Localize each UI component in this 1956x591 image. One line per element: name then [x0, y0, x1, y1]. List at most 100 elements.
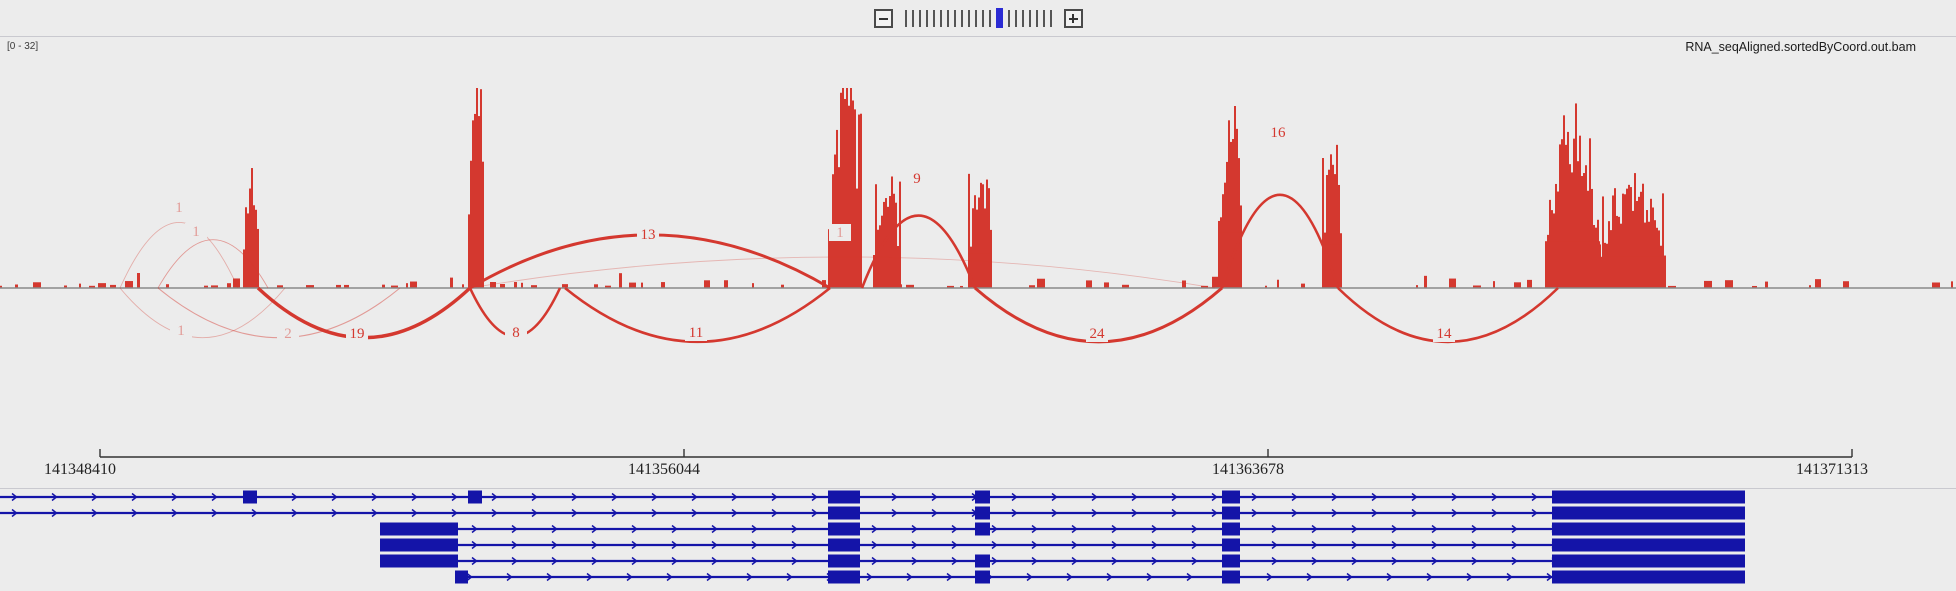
strand-arrow: [1371, 492, 1378, 502]
zoom-tick-0[interactable]: [904, 9, 907, 27]
exon-block[interactable]: [828, 554, 860, 568]
exon-block[interactable]: [1222, 506, 1240, 520]
exon-block[interactable]: [1552, 506, 1745, 520]
junction-arc[interactable]: [564, 286, 831, 344]
exon-block[interactable]: [380, 522, 458, 536]
exon-block[interactable]: [1552, 554, 1745, 568]
strand-arrow: [571, 492, 578, 502]
strand-arrow: [611, 508, 618, 518]
exon-block[interactable]: [975, 522, 990, 536]
exon-block[interactable]: [380, 538, 458, 552]
exon-block[interactable]: [1552, 522, 1745, 536]
zoom-tick-8[interactable]: [960, 9, 963, 27]
strand-arrow: [1386, 572, 1393, 582]
exon-block[interactable]: [1222, 554, 1240, 568]
zoom-tick-11[interactable]: [981, 9, 984, 27]
junction-label-backdrop: [277, 325, 299, 342]
exon-block[interactable]: [1552, 538, 1745, 552]
junction-arc[interactable]: [119, 287, 286, 339]
exon-block[interactable]: [1222, 570, 1240, 584]
exon-block[interactable]: [1222, 538, 1240, 552]
zoom-tick-4[interactable]: [932, 9, 935, 27]
exon-block[interactable]: [975, 570, 990, 584]
plus-icon[interactable]: [1063, 8, 1083, 28]
coverage-bar: [605, 285, 611, 288]
coverage-bar: [848, 105, 850, 289]
exon-block[interactable]: [1222, 522, 1240, 536]
zoom-tick-1[interactable]: [911, 9, 914, 27]
coverage-bar: [1608, 221, 1610, 288]
transcript-row[interactable]: [0, 490, 1745, 504]
exon-block[interactable]: [380, 554, 458, 568]
exon-block[interactable]: [468, 490, 482, 504]
zoom-tick-17[interactable]: [1028, 9, 1031, 27]
coverage-bar: [860, 113, 862, 289]
zoom-tick-10[interactable]: [974, 9, 977, 27]
coverage-bar: [980, 182, 982, 288]
junction-arc[interactable]: [119, 222, 239, 289]
junction-arc[interactable]: [860, 214, 977, 289]
junction-arc[interactable]: [157, 239, 269, 289]
coverage-bar: [852, 100, 854, 288]
exon-block[interactable]: [1552, 490, 1745, 504]
coverage-bar: [474, 113, 476, 288]
strand-arrow: [1031, 540, 1038, 550]
strand-arrow: [1031, 556, 1038, 566]
zoom-tick-5[interactable]: [939, 9, 942, 27]
strand-arrow: [491, 508, 498, 518]
coverage-bar: [1640, 191, 1642, 288]
minus-icon[interactable]: [873, 8, 893, 28]
coverage-bar: [1565, 144, 1567, 288]
junction-label-backdrop: [829, 224, 851, 241]
zoom-tick-7[interactable]: [953, 9, 956, 27]
zoom-tick-rail[interactable]: [904, 8, 1052, 28]
zoom-tick-20[interactable]: [1049, 9, 1052, 27]
zoom-tick-9[interactable]: [967, 9, 970, 27]
ruler-tick-label-3: 141371313: [1796, 461, 1868, 478]
gene-annotation-panel[interactable]: [0, 488, 1956, 591]
exon-block[interactable]: [828, 570, 860, 584]
exon-block[interactable]: [455, 570, 468, 584]
zoom-tick-2[interactable]: [918, 9, 921, 27]
exon-block[interactable]: [828, 506, 860, 520]
strand-arrow: [1306, 572, 1313, 582]
junction-arc[interactable]: [1220, 193, 1340, 289]
strand-arrow: [771, 492, 778, 502]
zoom-tick-14[interactable]: [1007, 9, 1010, 27]
zoom-tick-16[interactable]: [1021, 9, 1024, 27]
zoom-tick-15[interactable]: [1014, 9, 1017, 27]
exon-block[interactable]: [975, 490, 990, 504]
zoom-tick-12[interactable]: [988, 9, 991, 27]
zoom-tick-6[interactable]: [946, 9, 949, 27]
exon-block[interactable]: [828, 490, 860, 504]
exon-block[interactable]: [975, 506, 990, 520]
transcript-row[interactable]: [380, 554, 1745, 568]
exon-block[interactable]: [828, 522, 860, 536]
coverage-sashimi-panel[interactable]: 1 1 1 2 19 8 13 11 1 9 24 16 14: [0, 37, 1956, 447]
exon-block[interactable]: [975, 554, 990, 568]
exon-block[interactable]: [1552, 570, 1745, 584]
coverage-bar: [1336, 144, 1338, 288]
junction-arc[interactable]: [469, 256, 1216, 289]
transcript-row[interactable]: [0, 506, 1745, 520]
coverage-bar: [619, 273, 622, 288]
transcript-row[interactable]: [380, 522, 1745, 536]
strand-arrow: [1431, 524, 1438, 534]
strand-arrow: [1171, 492, 1178, 502]
strand-arrow: [1186, 572, 1193, 582]
coverage-bar: [137, 273, 140, 288]
strand-arrow: [991, 556, 998, 566]
exon-block[interactable]: [828, 538, 860, 552]
exon-block[interactable]: [1222, 490, 1240, 504]
zoom-slider-control[interactable]: [873, 8, 1083, 28]
transcript-row[interactable]: [455, 570, 1745, 584]
junction-count-label: 9: [913, 171, 921, 187]
transcript-row[interactable]: [380, 538, 1745, 552]
zoom-tick-18[interactable]: [1035, 9, 1038, 27]
coverage-bar: [1334, 174, 1336, 288]
strand-arrow: [1291, 492, 1298, 502]
zoom-tick-19[interactable]: [1042, 9, 1045, 27]
zoom-tick-13[interactable]: [995, 8, 1003, 28]
zoom-tick-3[interactable]: [925, 9, 928, 27]
exon-block[interactable]: [243, 490, 257, 504]
